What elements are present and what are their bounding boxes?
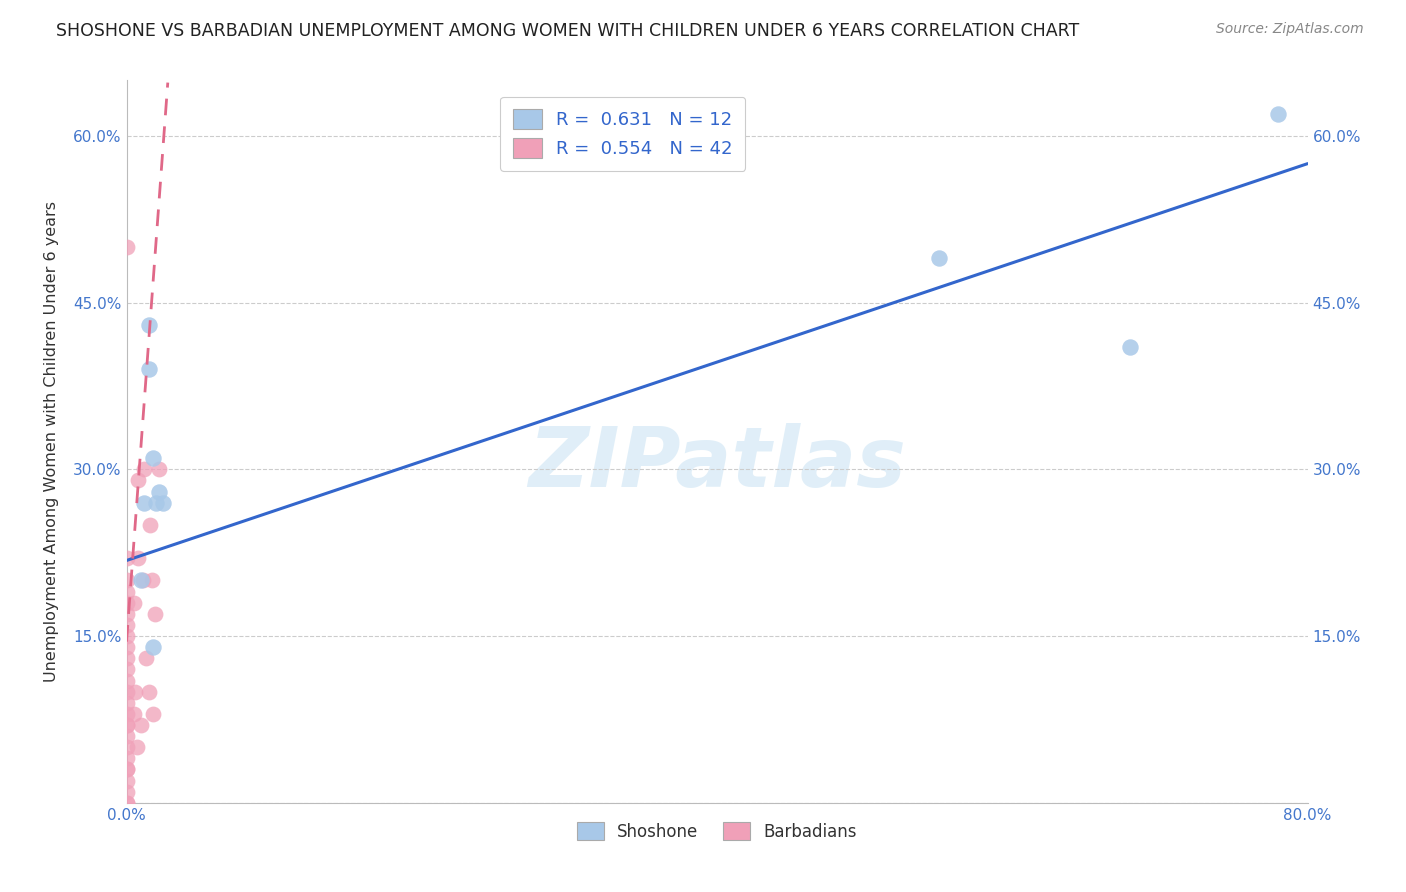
Point <box>115 640 138 655</box>
Point <box>124 684 146 698</box>
Point <box>115 618 138 632</box>
Point <box>141 574 163 588</box>
Point <box>115 662 138 676</box>
Point <box>132 574 155 588</box>
Text: Source: ZipAtlas.com: Source: ZipAtlas.com <box>1216 22 1364 37</box>
Point <box>135 651 157 665</box>
Point <box>115 607 138 621</box>
Point <box>134 462 156 476</box>
Point <box>138 318 160 332</box>
Point <box>142 706 165 721</box>
Point <box>127 474 149 488</box>
Point <box>139 517 162 532</box>
Point <box>142 640 165 655</box>
Point <box>115 696 138 710</box>
Point <box>115 706 138 721</box>
Point <box>115 240 138 254</box>
Point <box>115 796 138 810</box>
Point <box>115 763 138 777</box>
Point <box>115 551 138 566</box>
Text: SHOSHONE VS BARBADIAN UNEMPLOYMENT AMONG WOMEN WITH CHILDREN UNDER 6 YEARS CORRE: SHOSHONE VS BARBADIAN UNEMPLOYMENT AMONG… <box>56 22 1080 40</box>
Point <box>115 584 138 599</box>
Point <box>122 706 145 721</box>
Point <box>115 785 138 799</box>
Point <box>142 451 165 466</box>
Point <box>129 574 153 588</box>
Point <box>115 673 138 688</box>
Point <box>138 684 160 698</box>
Point <box>115 651 138 665</box>
Point <box>129 718 153 732</box>
Point <box>127 551 149 566</box>
Point <box>115 718 138 732</box>
Point <box>152 496 174 510</box>
Point <box>148 462 170 476</box>
Point <box>122 596 145 610</box>
Point <box>115 751 138 765</box>
Point <box>1119 340 1142 354</box>
Point <box>143 607 166 621</box>
Point <box>125 740 148 755</box>
Point <box>115 718 138 732</box>
Point <box>115 729 138 743</box>
Point <box>115 684 138 698</box>
Text: ZIPatlas: ZIPatlas <box>529 423 905 504</box>
Y-axis label: Unemployment Among Women with Children Under 6 years: Unemployment Among Women with Children U… <box>45 201 59 682</box>
Point <box>145 496 167 510</box>
Point <box>115 740 138 755</box>
Point <box>115 629 138 643</box>
Point <box>115 796 138 810</box>
Point <box>134 496 156 510</box>
Point <box>138 362 160 376</box>
Point <box>115 773 138 788</box>
Point <box>1267 106 1289 120</box>
Point <box>115 763 138 777</box>
Point <box>115 596 138 610</box>
Legend: Shoshone, Barbadians: Shoshone, Barbadians <box>565 810 869 852</box>
Point <box>115 574 138 588</box>
Point <box>148 484 170 499</box>
Point <box>928 251 950 265</box>
